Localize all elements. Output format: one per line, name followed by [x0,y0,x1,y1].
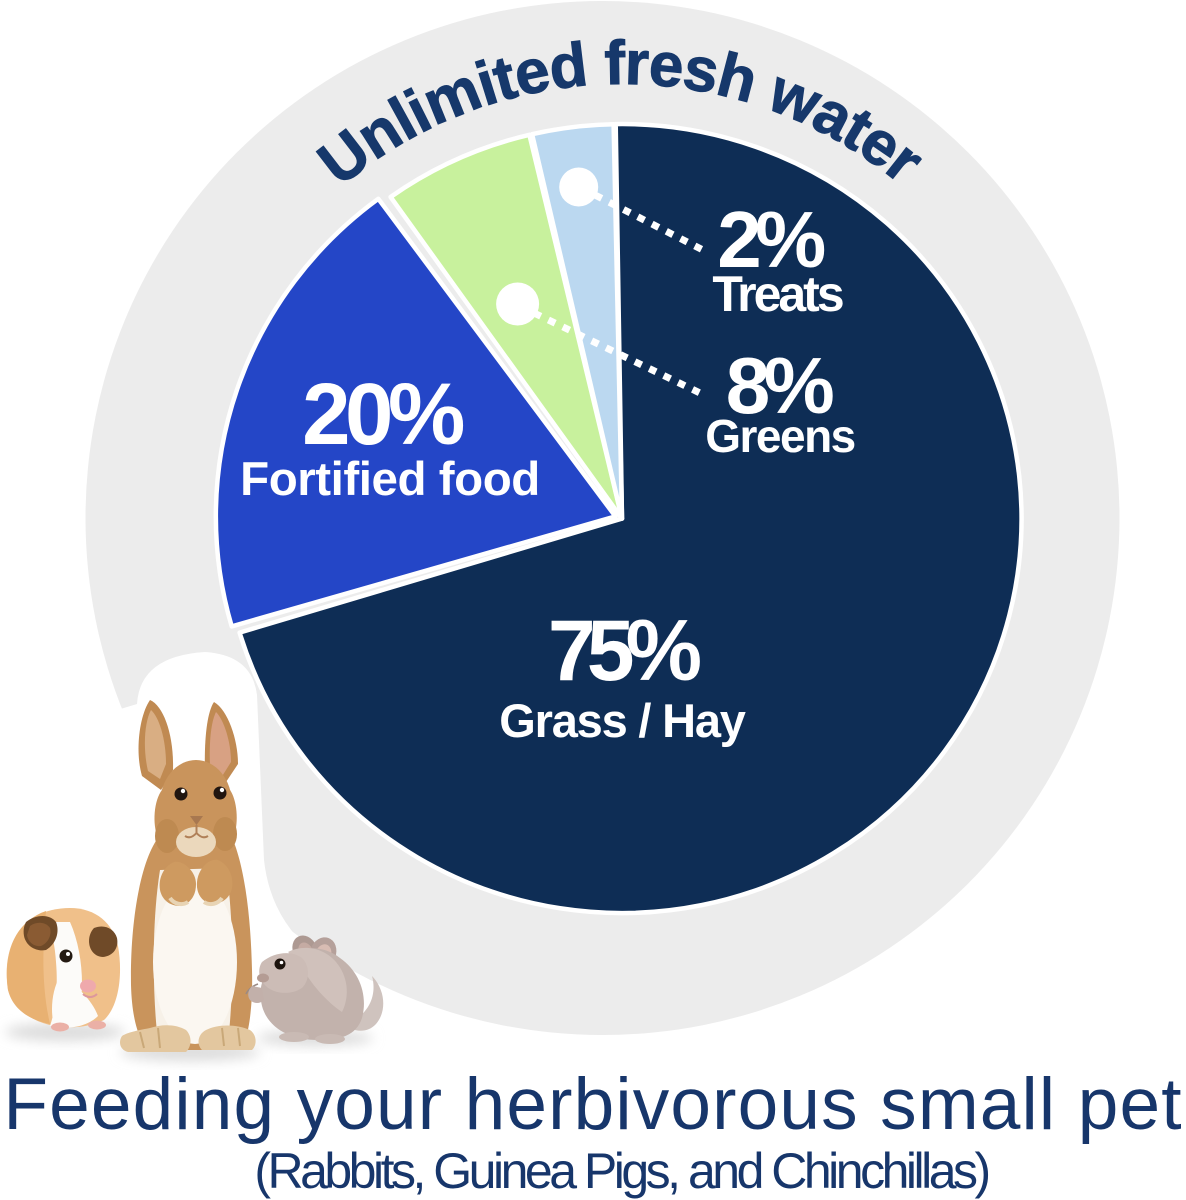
svg-text:20%: 20% [302,366,464,463]
svg-text:Fortified food: Fortified food [240,453,540,506]
svg-text:Grass / Hay: Grass / Hay [499,694,746,747]
svg-text:8%: 8% [726,341,834,430]
svg-text:Feeding your herbivorous small: Feeding your herbivorous small pet [3,1064,1182,1145]
svg-text:(Rabbits, Guinea Pigs, and Chi: (Rabbits, Guinea Pigs, and Chinchillas) [254,1143,988,1199]
svg-text:Greens: Greens [705,410,855,462]
svg-text:75%: 75% [548,603,701,699]
svg-text:Treats: Treats [712,266,843,322]
svg-text:2%: 2% [717,195,825,284]
